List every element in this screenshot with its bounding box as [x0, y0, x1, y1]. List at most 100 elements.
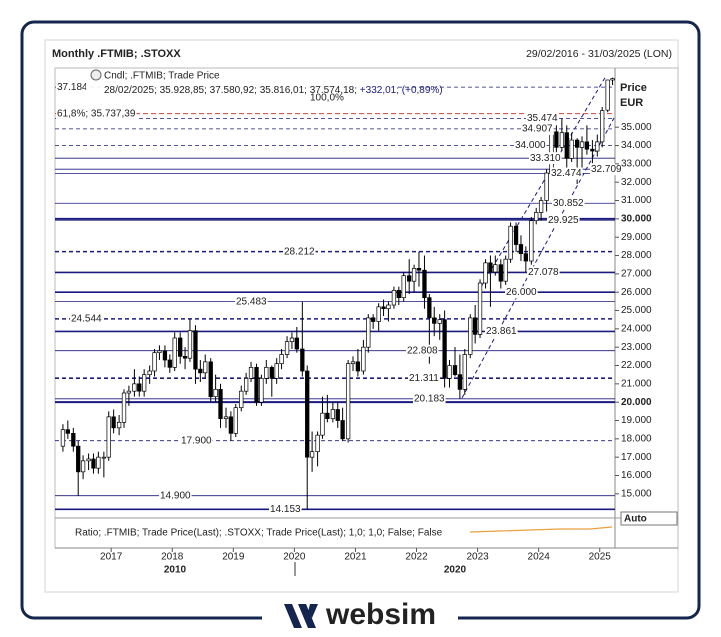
y-axis-title: EUR [620, 97, 643, 109]
candle-body [320, 412, 325, 436]
label-bg [590, 163, 623, 176]
label-bg [485, 325, 518, 338]
candle-body [300, 348, 305, 372]
candle-body [239, 390, 244, 409]
x-tick-label: 2025 [589, 552, 612, 563]
candle-body [498, 264, 503, 282]
auto-button[interactable] [620, 511, 678, 526]
label-bg [552, 197, 585, 210]
candle-body [595, 141, 600, 152]
y-tick-label: 15.000 [621, 488, 652, 499]
ratio-label: Ratio; .FTMIB; Trade Price(Last); .STOXX… [75, 528, 443, 539]
candle-body [447, 365, 452, 379]
candle-body [193, 330, 198, 370]
candle-body [274, 363, 279, 379]
label-bg [527, 266, 560, 279]
candle-body [564, 132, 569, 159]
candle-body [228, 416, 234, 434]
level-label: 24.544 [71, 314, 102, 325]
label-bg [70, 312, 103, 325]
candle-body [401, 275, 406, 299]
label-bg [529, 152, 562, 165]
candle-body [523, 253, 528, 262]
y-tick-label: 29.000 [621, 232, 652, 243]
y-tick-label: 34.000 [621, 140, 652, 151]
candle-body [198, 368, 203, 374]
candle-body [538, 200, 544, 213]
candle-body [203, 361, 208, 374]
label-bg [408, 372, 440, 385]
candle-body [503, 258, 508, 282]
candle-body [411, 268, 417, 282]
y-tick-label: 19.000 [621, 415, 652, 426]
candle-body [483, 262, 488, 284]
y-tick-label: 28.000 [621, 250, 652, 261]
candle-body [330, 409, 336, 420]
level-label: 32.474 [551, 168, 582, 179]
candle-body [243, 377, 249, 392]
chart-title: Monthly .FTMIB; .STOXX [52, 48, 181, 60]
y-tick-label: 31.000 [621, 195, 652, 206]
candle-body [213, 388, 218, 398]
candle-body [86, 458, 91, 462]
candle-body [559, 132, 565, 148]
candle-body [508, 225, 513, 260]
level-label: 28.212 [284, 246, 315, 257]
candle-body [574, 139, 580, 148]
candle-body [106, 416, 111, 458]
x-tick-label: 2024 [528, 552, 551, 563]
level-label: 34.907 [522, 124, 553, 135]
level-label: 23.861 [486, 326, 517, 337]
y-tick-label: 33.000 [621, 159, 652, 170]
candle-body [259, 377, 264, 403]
candle-body [315, 434, 320, 453]
y-tick-label: 18.000 [621, 433, 652, 444]
candle-body [223, 416, 229, 420]
candle-body [579, 141, 585, 148]
level-label: 25.483 [236, 296, 267, 307]
y-axis-title: Price [620, 82, 647, 94]
candle-body [264, 366, 269, 379]
level-label: 34.000 [515, 140, 546, 151]
candle-body [254, 366, 259, 403]
candle-body [142, 374, 147, 392]
auto-button-label[interactable]: Auto [624, 514, 647, 525]
candle-body [126, 390, 132, 394]
candle-body [208, 361, 213, 398]
level-label: 30.852 [553, 198, 584, 209]
level-label: 32.709 [591, 164, 622, 175]
candle-body [91, 458, 96, 469]
candle-body [350, 361, 356, 365]
x-tick-label: 2021 [344, 552, 367, 563]
candle-body [76, 445, 81, 473]
candle-body [477, 282, 483, 335]
y-tick-label: 16.000 [621, 470, 652, 481]
ratio-line [469, 526, 613, 533]
candle-body [309, 451, 315, 458]
candle-body [361, 346, 366, 372]
label-bg [283, 245, 316, 258]
candle-body [468, 317, 473, 355]
label-bg [505, 286, 538, 299]
candle-body [116, 421, 122, 429]
legend-values: 28/02/2025; 35.928,85; 37.580,92; 35.816… [104, 85, 443, 96]
logo-stroke [284, 604, 302, 628]
candle-body [544, 172, 549, 201]
label-bg [235, 295, 268, 308]
candle-body [569, 139, 574, 159]
candle-body [422, 269, 427, 299]
label-bg [413, 392, 446, 405]
candle-body [345, 363, 351, 440]
candle-body [65, 429, 70, 434]
candle-body [269, 366, 274, 379]
y-tick-label: 27.000 [621, 268, 652, 279]
legend-name: Cndl; .FTMIB; Trade Price [104, 71, 220, 82]
legend-box [86, 69, 396, 97]
level-label: 14.153 [270, 504, 301, 515]
date-range: 29/02/2016 - 31/03/2025 (LON) [526, 48, 672, 60]
candle-body [584, 141, 590, 150]
candle-body [442, 319, 447, 379]
